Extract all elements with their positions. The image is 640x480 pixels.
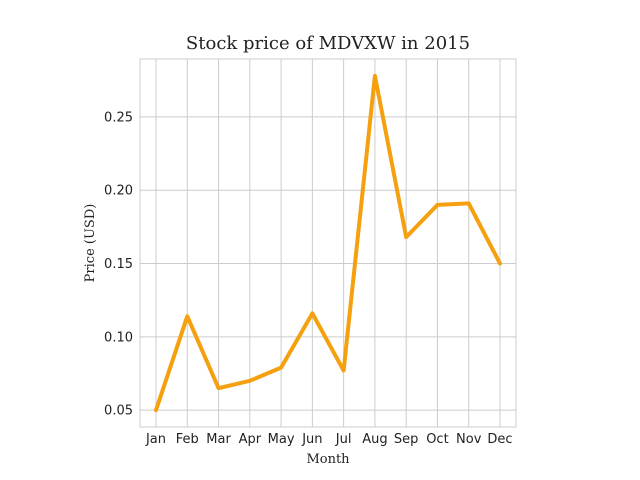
- x-tick-label: Nov: [456, 432, 482, 447]
- series-line: [154, 73, 502, 413]
- x-tick-label: Jun: [301, 432, 322, 447]
- x-tick-label: Apr: [239, 432, 262, 447]
- x-tick-label: Oct: [426, 432, 448, 447]
- chart-title: Stock price of MDVXW in 2015: [186, 33, 470, 54]
- y-tick-label: 0.10: [104, 330, 133, 345]
- x-tick-label: Mar: [206, 432, 231, 447]
- y-tick-label: 0.05: [104, 404, 133, 419]
- y-tick-label: 0.25: [104, 110, 133, 125]
- x-tick-label: Aug: [362, 432, 387, 447]
- y-axis-label: Price (USD): [83, 204, 98, 283]
- x-tick-label: Feb: [176, 432, 199, 447]
- y-tick-label: 0.20: [104, 184, 133, 199]
- grid-lines: [140, 59, 516, 427]
- x-tick-label: Sep: [394, 432, 419, 447]
- x-tick-label: May: [268, 432, 295, 447]
- y-tick-labels: 0.05 0.10 0.15 0.20 0.25: [104, 110, 133, 418]
- x-tick-label: Jul: [335, 432, 352, 447]
- x-axis-label: Month: [306, 452, 350, 467]
- plot-frame: [139, 58, 517, 428]
- series-layer: [154, 73, 502, 413]
- x-tick-label: Jan: [145, 432, 166, 447]
- x-tick-label: Dec: [487, 432, 512, 447]
- x-tick-labels: Jan Feb Mar Apr May Jun Jul Aug Sep Oct Nov Dec: [145, 432, 513, 447]
- y-tick-label: 0.15: [104, 257, 133, 272]
